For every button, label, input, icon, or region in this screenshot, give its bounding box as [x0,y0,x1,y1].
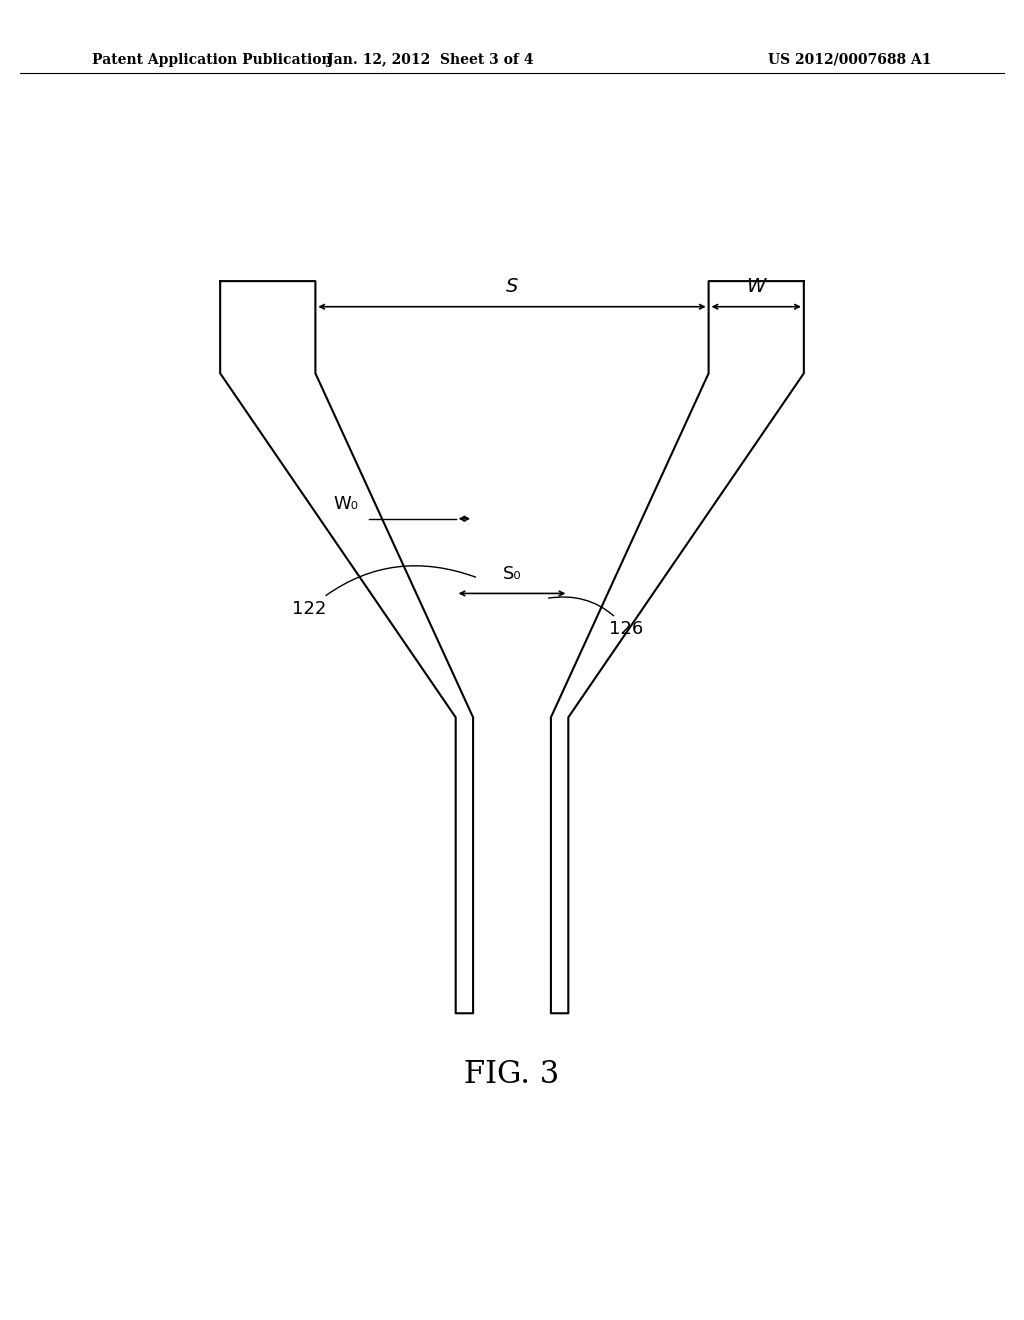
Polygon shape [551,281,804,1014]
Text: W: W [746,277,765,297]
Text: 126: 126 [549,597,643,639]
Text: Patent Application Publication: Patent Application Publication [92,53,332,67]
Text: Jan. 12, 2012  Sheet 3 of 4: Jan. 12, 2012 Sheet 3 of 4 [327,53,534,67]
Text: S: S [506,277,518,297]
Text: FIG. 3: FIG. 3 [464,1059,560,1090]
Text: S₀: S₀ [503,565,521,583]
Polygon shape [220,281,473,1014]
Text: W₀: W₀ [334,495,358,512]
Text: US 2012/0007688 A1: US 2012/0007688 A1 [768,53,932,67]
Text: 122: 122 [292,566,475,618]
